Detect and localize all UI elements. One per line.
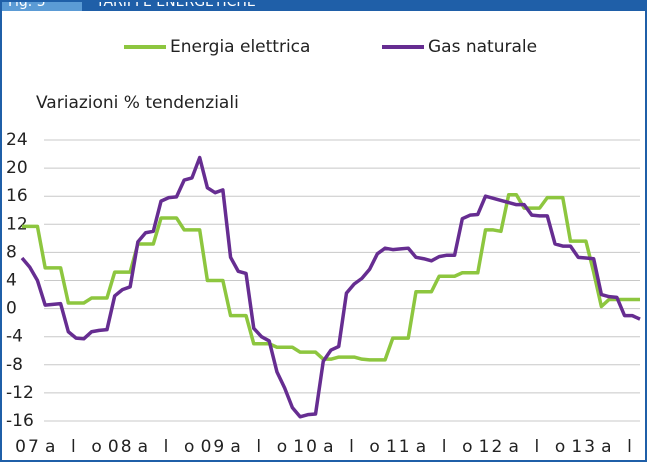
x-tick-label: l <box>256 437 263 457</box>
x-tick-label: 08 <box>108 437 134 457</box>
x-tick-label: l <box>534 437 541 457</box>
y-tick-label: 20 <box>6 158 28 178</box>
x-tick-label: a <box>508 437 520 457</box>
series-line <box>22 193 640 362</box>
figure-label-band <box>0 0 82 11</box>
x-tick-label: o <box>91 437 103 457</box>
x-tick-label: 13 <box>571 437 597 457</box>
y-tick-label: 12 <box>6 214 28 234</box>
x-tick-label: a <box>416 437 428 457</box>
y-tick-label: 24 <box>6 130 28 150</box>
x-tick-label: o <box>184 437 196 457</box>
y-tick-label: 4 <box>6 271 17 291</box>
figure-label: Fig. 5 <box>8 0 46 10</box>
y-tick-label: -16 <box>6 411 34 431</box>
x-tick-label: l <box>349 437 356 457</box>
x-tick-label: 12 <box>479 437 505 457</box>
title-band <box>82 0 647 11</box>
chart-title: TARIFFE ENERGETICHE <box>95 0 256 10</box>
x-tick-label: a <box>138 437 150 457</box>
x-tick-label: l <box>164 437 171 457</box>
x-tick-label: a <box>323 437 335 457</box>
y-tick-label: -12 <box>6 383 34 403</box>
x-tick-label: o <box>555 437 567 457</box>
x-tick-label: l <box>442 437 449 457</box>
x-tick-label: a <box>45 437 57 457</box>
y-axis-label: Variazioni % tendenziali <box>36 93 239 113</box>
x-tick-label: 11 <box>386 437 412 457</box>
y-tick-label: -8 <box>6 355 23 375</box>
legend-label: Gas naturale <box>428 37 537 57</box>
x-tick-label: 10 <box>293 437 319 457</box>
x-tick-label: l <box>627 437 634 457</box>
x-tick-label: o <box>369 437 381 457</box>
x-tick-label: a <box>230 437 242 457</box>
y-tick-label: 0 <box>6 299 17 319</box>
y-tick-label: -4 <box>6 327 23 347</box>
y-tick-label: 8 <box>6 242 17 262</box>
x-tick-label: o <box>462 437 474 457</box>
x-tick-label: l <box>71 437 78 457</box>
series-line <box>20 155 641 419</box>
x-tick-label: o <box>277 437 289 457</box>
x-tick-label: a <box>601 437 613 457</box>
x-tick-label: 07 <box>15 437 41 457</box>
legend-label: Energia elettrica <box>170 37 310 57</box>
x-tick-label: 09 <box>201 437 227 457</box>
y-tick-label: 16 <box>6 186 28 206</box>
